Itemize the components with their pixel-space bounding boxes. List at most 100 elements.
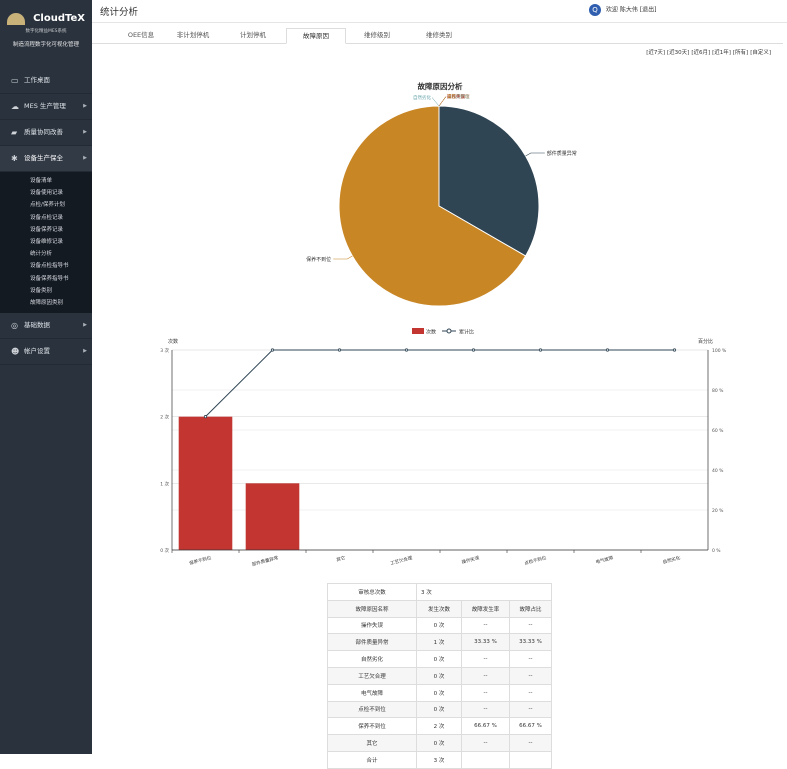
column-header: 故障占比 <box>509 599 552 618</box>
y-axis-left-name: 次数 <box>168 338 178 345</box>
brand-subtitle: 数字化精益MES系统 <box>25 29 67 34</box>
filter-all[interactable]: [所有] <box>732 50 749 56</box>
submenu-item-inspection-guide[interactable]: 设备点检指导书 <box>30 263 69 270</box>
submenu-item-equipment-list[interactable]: 设备清单 <box>30 178 53 184</box>
cell: 保养不到位 <box>327 717 417 736</box>
summary-label: 审核总次数 <box>327 583 417 601</box>
table-summary-row: 审核总次数 3 次 <box>327 583 552 601</box>
submenu-item-statistics[interactable]: 统计分析 <box>30 251 53 258</box>
sidebar-item-equipment[interactable]: ✱ 设备生产保全 ▶ <box>0 146 92 172</box>
y-axis-right-name: 百分比 <box>698 338 713 345</box>
cell: 其它 <box>327 734 417 752</box>
sidebar-item-account[interactable]: ☻ 帐户设置 ▶ <box>0 339 92 366</box>
line-point-6[interactable] <box>605 348 610 352</box>
legend-bar-label: 次数 <box>426 329 436 336</box>
cell: 0 次 <box>416 683 462 702</box>
table-row: 其它 0 次 -- -- <box>327 734 552 752</box>
tab-planned-stop[interactable]: 计划停机 <box>240 31 266 39</box>
y-axis-right-tick: 20 % <box>712 508 724 514</box>
chevron-right-icon: ▶ <box>83 103 87 109</box>
submenu-item-repair-record[interactable]: 设备维修记录 <box>30 238 64 245</box>
y-axis-left-tick: 2 次 <box>160 414 169 421</box>
logo-icon <box>7 12 25 25</box>
cell: 66.67 % <box>461 717 510 736</box>
cell: 0 次 <box>416 734 462 752</box>
pie-label: 其它 <box>447 93 456 100</box>
cell: 66.67 % <box>509 717 552 736</box>
submenu-item-inspection-record[interactable]: 设备点检记录 <box>30 214 64 221</box>
cell: -- <box>509 650 552 668</box>
line-point-3[interactable] <box>404 348 409 352</box>
sidebar-item-mes[interactable]: ☁ MES 生产管理 ▶ <box>0 94 92 120</box>
brand-logo: CloudTeX 数字化精益MES系统 制造流程数字化可视化管理 <box>0 0 92 62</box>
cell: 部件质量异常 <box>327 633 417 652</box>
filter-7-days[interactable]: [近7天] <box>646 50 666 56</box>
sidebar-item-label: MES 生产管理 <box>24 102 66 110</box>
filter-custom[interactable]: [自定义] <box>750 50 771 56</box>
line-point-7[interactable] <box>672 348 677 352</box>
cell: 0 次 <box>416 616 462 635</box>
cloud-icon: ☁ <box>11 102 19 111</box>
pie-label: 点检不到位 <box>447 93 470 100</box>
table-header-row: 故障原因名称 发生次数 故障发生率 故障占比 <box>327 599 552 618</box>
tab-repair-category[interactable]: 维修类别 <box>426 31 452 39</box>
bar-0[interactable] <box>178 416 233 550</box>
welcome-text[interactable]: 欢迎 陈大伟 [退出] <box>605 6 657 14</box>
submenu-item-equipment-category[interactable]: 设备类别 <box>30 287 53 294</box>
pie-label: 部件质量异常 <box>547 150 577 157</box>
pie-label-line <box>431 97 440 107</box>
pie-slice-1[interactable] <box>338 105 527 307</box>
y-axis-right-tick: 80 % <box>712 388 724 394</box>
tab-fault-reason[interactable]: 故障原因 <box>286 28 346 44</box>
filter-6-months[interactable]: [近6月] <box>691 50 711 56</box>
x-axis-label: 部件质量异常 <box>251 554 279 568</box>
date-filters: [近7天] [近30天] [近6月] [近1年] [所有] [自定义] <box>644 48 771 56</box>
page-title: 统计分析 <box>100 7 139 18</box>
filter-30-days[interactable]: [近30天] <box>667 50 690 56</box>
chart-legend[interactable]: 次数 累计比 <box>412 328 474 336</box>
line-point-2[interactable] <box>337 348 342 352</box>
cell: -- <box>461 650 510 668</box>
line-point-1[interactable] <box>270 348 275 352</box>
submenu-equipment: 设备清单 设备使用记录 点检/保养计划 设备点检记录 设备保养记录 设备维修记录… <box>0 172 92 314</box>
sidebar-item-label: 帐户设置 <box>24 347 50 356</box>
cell: 2 次 <box>416 717 462 736</box>
chevron-right-icon: ▶ <box>83 322 87 329</box>
line-point-4[interactable] <box>471 348 476 352</box>
y-axis-left-tick: 0 次 <box>160 547 169 554</box>
users-icon: ☻ <box>11 347 20 357</box>
avatar[interactable]: Q <box>589 4 601 16</box>
cell: -- <box>509 666 552 685</box>
target-icon: ◎ <box>11 321 18 331</box>
submenu-item-fault-category[interactable]: 故障原因类别 <box>30 299 64 306</box>
pie-label-line <box>333 255 353 260</box>
cell: 点检不到位 <box>327 700 417 719</box>
sidebar-item-quality[interactable]: ▰ 质量协同改善 ▶ <box>0 120 92 146</box>
line-point-0[interactable] <box>203 415 208 419</box>
cell: -- <box>509 683 552 702</box>
y-axis-right-tick: 100 % <box>712 348 727 354</box>
sidebar-item-basic-data[interactable]: ◎ 基础数据 ▶ <box>0 313 92 340</box>
pie-label: 自然劣化 <box>413 94 431 101</box>
tab-unplanned-stop[interactable]: 非计划停机 <box>176 31 210 39</box>
cell: 操作失误 <box>327 616 417 635</box>
sidebar-item-desktop[interactable]: ▭ 工作桌面 <box>0 68 92 94</box>
column-header: 故障发生率 <box>461 599 510 618</box>
tab-oee[interactable]: OEE信息 <box>127 31 155 39</box>
x-axis-label: 自然劣化 <box>662 554 682 566</box>
filter-1-year[interactable]: [近1年] <box>712 50 731 56</box>
pie-label-line <box>438 96 447 107</box>
cell: 0 次 <box>416 666 462 685</box>
line-point-5[interactable] <box>538 348 543 352</box>
bar-1[interactable] <box>245 483 300 550</box>
cell: 1 次 <box>416 633 462 652</box>
x-axis-label: 其它 <box>336 554 347 563</box>
submenu-item-maintenance-guide[interactable]: 设备保养指导书 <box>30 275 69 282</box>
cell: -- <box>461 734 510 752</box>
tab-repair-level[interactable]: 维修级别 <box>364 31 390 39</box>
submenu-item-usage-record[interactable]: 设备使用记录 <box>30 190 64 197</box>
table-row: 操作失误 0 次 -- -- <box>327 616 552 635</box>
pie-label: 保养不到位 <box>306 256 331 263</box>
submenu-item-inspection-plan[interactable]: 点检/保养计划 <box>30 202 65 209</box>
submenu-item-maintenance-record[interactable]: 设备保养记录 <box>30 226 64 233</box>
